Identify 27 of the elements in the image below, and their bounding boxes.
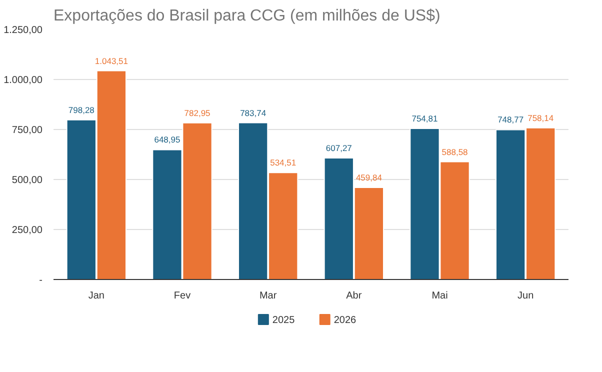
data-label: 607,27 — [326, 143, 352, 154]
x-tick-label: Fev — [174, 290, 191, 302]
x-tick-label: Jan — [88, 290, 104, 302]
chart-title: Exportações do Brasil para CCG (em milhões de US$) — [54, 8, 440, 24]
y-tick-label: - — [39, 275, 43, 286]
x-tick-label: Jun — [518, 290, 534, 302]
data-label: 1.043,51 — [94, 56, 128, 66]
data-label: 782,95 — [184, 108, 211, 118]
data-label: 754,81 — [412, 114, 438, 124]
data-label: 783,74 — [240, 108, 266, 118]
x-tick-label: Mai — [432, 290, 448, 302]
y-tick-label: 750,00 — [12, 125, 43, 136]
y-tick-label: 1.000,00 — [4, 75, 43, 86]
y-tick-label: 250,00 — [12, 225, 43, 236]
legend-label: 2025 — [272, 315, 296, 326]
y-tick-label: 500,00 — [12, 175, 43, 186]
data-label: 798,28 — [68, 104, 95, 115]
x-tick-label: Abr — [346, 290, 362, 302]
data-label: 758,14 — [528, 112, 554, 123]
data-label: 748,77 — [498, 114, 524, 125]
data-label: 588,58 — [442, 146, 468, 157]
x-tick-label: Mar — [259, 290, 278, 302]
data-label: 648,95 — [154, 134, 180, 145]
data-label: 459,84 — [356, 172, 382, 183]
legend-label: 2026 — [334, 315, 357, 326]
y-tick-label: 1.250,00 — [4, 25, 43, 36]
data-label: 534,51 — [270, 158, 296, 168]
